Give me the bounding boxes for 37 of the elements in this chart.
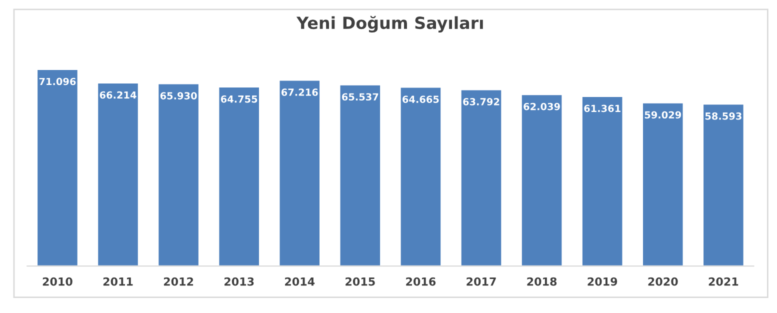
- bar: [338, 84, 382, 266]
- x-tick-label: 2018: [527, 277, 557, 286]
- bar: [36, 68, 79, 266]
- data-label: 63.792: [463, 98, 500, 106]
- bar: [642, 102, 684, 266]
- bar: [96, 82, 140, 266]
- x-tick-label: 2021: [708, 277, 738, 286]
- bar: [218, 86, 260, 266]
- data-label: 66.214: [100, 91, 136, 99]
- x-tick-label: 2020: [648, 277, 678, 286]
- data-label: 61.361: [584, 104, 620, 112]
- data-label: 64.755: [220, 95, 258, 103]
- x-tick-label: 2010: [42, 277, 72, 286]
- x-tick-label: 2019: [588, 277, 618, 286]
- data-label: 65.930: [160, 92, 197, 100]
- x-tick-label: 2017: [466, 277, 496, 286]
- bar: [278, 79, 321, 266]
- bar: [157, 82, 200, 266]
- x-tick-label: 2014: [285, 277, 315, 286]
- bar: [520, 94, 564, 266]
- x-tick-label: 2016: [406, 277, 436, 286]
- x-tick-label: 2011: [103, 277, 133, 286]
- bar: [702, 103, 745, 266]
- data-label: 65.537: [342, 93, 378, 101]
- x-tick-label: 2013: [224, 277, 254, 286]
- data-label: 64.665: [402, 96, 439, 103]
- bar: [399, 86, 442, 266]
- bar: [581, 96, 624, 266]
- data-label: 59.029: [644, 111, 682, 119]
- data-label: 67.216: [281, 88, 318, 96]
- data-label: 71.096: [39, 78, 76, 86]
- bar: [460, 88, 503, 266]
- data-label: 62.039: [524, 102, 560, 110]
- data-label: 58.593: [705, 112, 742, 120]
- x-tick-label: 2012: [164, 277, 194, 286]
- chart-title: Yeni Doğum Sayıları: [296, 16, 483, 33]
- x-tick-label: 2015: [346, 277, 375, 286]
